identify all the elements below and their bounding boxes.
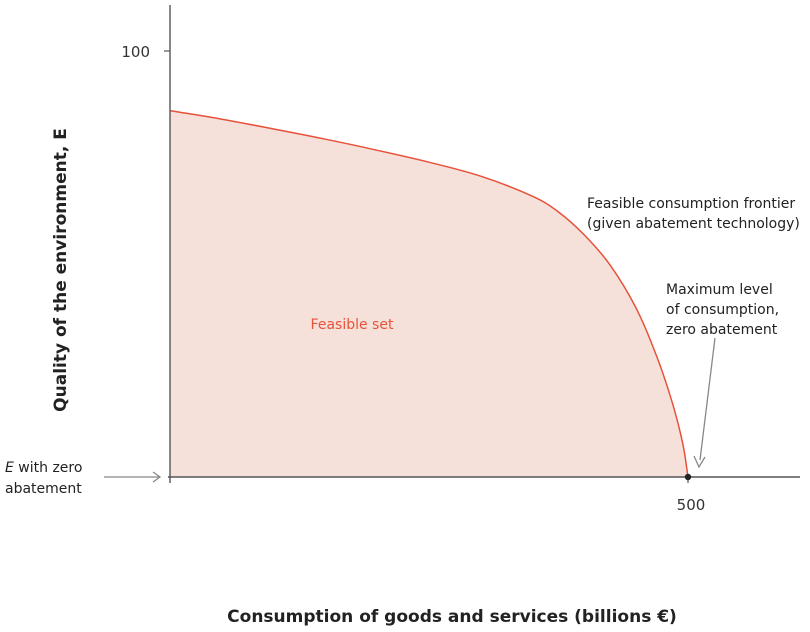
- max-point-label-line2: of consumption,: [666, 302, 779, 318]
- axes: [104, 5, 800, 483]
- max-point-arrow-head: [693, 455, 706, 469]
- feasible-set-area: [170, 110, 688, 477]
- max-point-label-line3: zero abatement: [666, 322, 778, 338]
- e-zero-label-line2: abatement: [5, 481, 82, 497]
- feasible-set-label: Feasible set: [311, 317, 394, 333]
- y-axis-title: Quality of the environment, E: [51, 128, 71, 412]
- x-tick-label-500: 500: [677, 496, 706, 514]
- max-point-label-line1: Maximum level: [666, 282, 773, 298]
- max-point-arrow-line: [699, 337, 716, 461]
- feasible-area-layer: [169, 109, 689, 478]
- e-zero-label-line1: E with zero: [5, 460, 82, 476]
- e-zero-label-variable: E: [5, 460, 14, 476]
- x-axis-title: Consumption of goods and services (billi…: [227, 607, 677, 627]
- feasible-consumption-frontier: [169, 109, 689, 478]
- y-tick-label-100: 100: [121, 43, 150, 61]
- max-consumption-point: [684, 473, 692, 481]
- e-zero-arrow-head: [152, 471, 162, 483]
- frontier-label-line2: (given abatement technology): [587, 216, 800, 232]
- frontier-label-line1: Feasible consumption frontier: [587, 196, 795, 212]
- e-zero-label-text: with zero: [14, 460, 83, 476]
